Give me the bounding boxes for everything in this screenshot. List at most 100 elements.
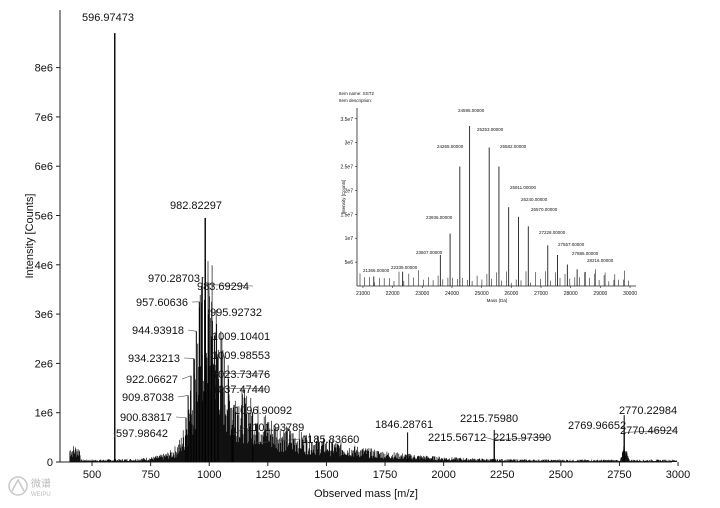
inset-peak-label: 25253.00000 (477, 127, 504, 132)
x-tick-label: 2250 (490, 469, 514, 481)
inset-x-axis-title: Mass (Da) (487, 298, 508, 303)
peak-label: 995.92732 (210, 307, 262, 319)
peak-label: 944.93918 (132, 325, 184, 337)
peak-label: 2769.96652 (568, 420, 626, 432)
inset-x-tick-label: 22000 (386, 291, 400, 297)
peak-leader-line (205, 284, 254, 287)
inset-peak-label: 21366.00000 (363, 268, 390, 273)
inset-x-tick-label: 26000 (504, 291, 518, 297)
weipu-watermark: 微谱 WEIPU (8, 476, 51, 498)
peak-leader-line (177, 395, 189, 398)
inset-x-tick-label: 25000 (475, 291, 489, 297)
inset-peak-label: 24265.00000 (437, 144, 464, 149)
y-tick-label: 7e6 (35, 112, 53, 124)
y-tick-label: 8e6 (35, 63, 53, 75)
peak-label: 1009.10401 (212, 331, 270, 343)
peak-label: 983.69294 (197, 281, 249, 293)
weipu-logo-icon (8, 476, 28, 496)
inset-y-tick-label: 3e7 (345, 141, 354, 147)
inset-x-tick-label: 28000 (564, 291, 578, 297)
x-axis-title: Observed mass [m/z] (314, 488, 418, 500)
x-tick-label: 1250 (256, 469, 280, 481)
y-axis-title: Intensity [Counts] (24, 194, 36, 279)
inset-y-tick-label: 1.5e7 (340, 212, 353, 218)
peak-label: 2215.97390 (493, 432, 551, 444)
peak-leader-line (232, 426, 246, 436)
inset-x-tick-label: 24000 (445, 291, 459, 297)
peak-label: 2215.75980 (460, 413, 518, 425)
peak-leader-line (209, 354, 212, 357)
peak-label: 909.87038 (122, 392, 174, 404)
peak-leader-line (175, 416, 187, 418)
inset-item-name: Item name: SST2 (339, 91, 375, 96)
peak-leader-line (494, 436, 550, 441)
x-tick-label: 2000 (431, 469, 455, 481)
y-tick-label: 0 (47, 457, 53, 469)
inset-peak-label: 27886.00000 (572, 251, 599, 256)
inset-peak-label: 27228.00000 (539, 230, 566, 235)
peak-label: 1101.93789 (247, 422, 304, 434)
y-tick-label: 3e6 (35, 309, 53, 321)
inset-item-description: Item description: (339, 98, 372, 103)
inset-y-tick-label: 2e7 (345, 188, 354, 194)
peak-label: 922.06627 (126, 374, 178, 386)
x-tick-label: 2750 (607, 469, 631, 481)
deconvoluted-inset-chart: Item name: SST2 Item description: 5e6 1e7 1.… (339, 91, 637, 303)
peak-label: 982.82297 (170, 200, 222, 212)
inset-peak-label: 22339.00000 (391, 265, 418, 270)
x-tick-label: 2500 (549, 469, 573, 481)
x-tick-label: 1500 (314, 469, 338, 481)
peak-leader-line (624, 429, 677, 433)
peak-label: 1185.83660 (302, 434, 359, 446)
peak-label: 957.60636 (136, 297, 188, 309)
peak-label: 900.83817 (120, 412, 172, 424)
inset-y-tick-label: 3.5e7 (340, 117, 353, 123)
watermark-subtext: WEIPU (31, 492, 51, 498)
x-tick-label: 750 (141, 469, 159, 481)
peak-label: 1846.28761 (375, 419, 433, 431)
spectrum-trace (69, 258, 678, 462)
peak-leader-line (218, 387, 269, 390)
peak-label: 1037.47440 (212, 384, 270, 396)
inset-y-tick-label: 1e7 (345, 236, 354, 242)
inset-y-axis-title: Intensity [Counts] (341, 180, 346, 215)
inset-peak-label: 23936.00000 (426, 215, 453, 220)
peak-label: 1023.73476 (212, 369, 270, 381)
inset-peak-label: 26240.00000 (521, 197, 548, 202)
peak-leader-line (214, 372, 269, 375)
y-tick-label: 2e6 (35, 358, 53, 370)
x-tick-label: 3000 (666, 469, 690, 481)
inset-peak-label: 28216.00000 (587, 258, 614, 263)
inset-y-tick-label: 5e6 (345, 260, 354, 266)
peak-leader-line (181, 375, 192, 380)
inset-y-tick-label: 2.5e7 (340, 165, 353, 171)
x-tick-label: 1000 (197, 469, 221, 481)
x-tick-label: 500 (83, 469, 101, 481)
peak-leader-line (187, 329, 197, 332)
peak-label: 1096.90092 (234, 405, 292, 417)
peak-label: 2770.22984 (619, 405, 677, 417)
inset-x-tick-label: 27000 (534, 291, 548, 297)
main-spectrum-chart: 0 1e6 2e6 3e6 4e6 5e6 6e6 7e6 8e6 500 750 1000 1250 1… (24, 10, 690, 500)
y-tick-label: 4e6 (35, 260, 53, 272)
peak-label: 2770.46924 (620, 425, 678, 437)
inset-x-tick-label: 21000 (356, 291, 370, 297)
inset-peak-label: 23607.00000 (416, 250, 443, 255)
inset-peak-label: 26570.00000 (531, 207, 558, 212)
peak-label: 970.28703 (148, 273, 200, 285)
y-tick-label: 6e6 (35, 161, 53, 173)
y-tick-label: 5e6 (35, 211, 53, 223)
inset-peak-label: 25582.00000 (500, 144, 527, 149)
peak-label: 2215.56712 (428, 432, 486, 444)
peak-leader-line (113, 432, 116, 438)
peak-leader-line (202, 276, 205, 279)
y-tick-label: 1e6 (35, 408, 53, 420)
peak-label: 597.98642 (116, 428, 168, 440)
inset-peak-label: 25911.00000 (510, 185, 536, 190)
peak-label: 1009.98553 (212, 350, 270, 362)
inset-peak-label: 24595.00000 (458, 108, 485, 113)
peak-label: 934.23213 (128, 353, 180, 365)
inset-x-tick-label: 30000 (623, 291, 637, 297)
inset-x-tick-label: 29000 (593, 291, 607, 297)
